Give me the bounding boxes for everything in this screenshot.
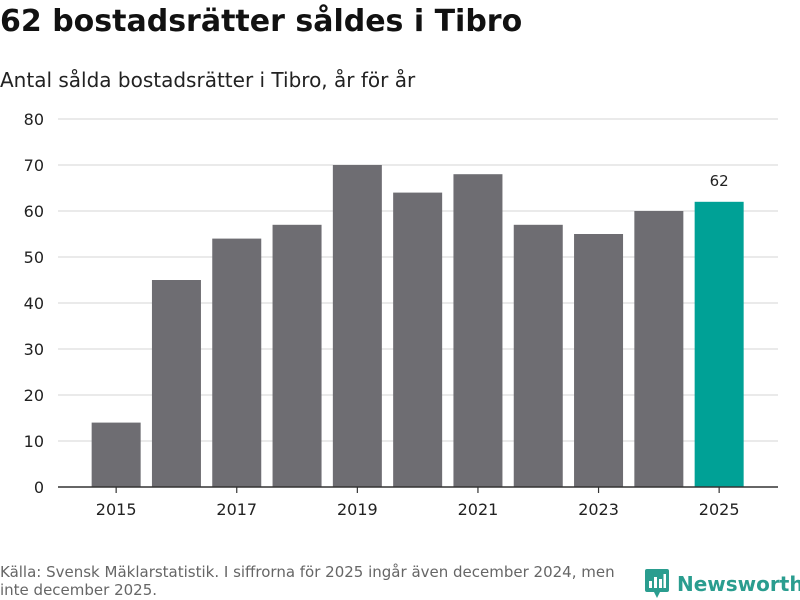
bar-2024 — [634, 211, 684, 487]
y-tick-label: 80 — [24, 110, 44, 129]
x-tick-label: 2017 — [216, 500, 257, 519]
bar-2015 — [91, 422, 141, 487]
bar-2022 — [513, 224, 563, 488]
brand-logo[interactable]: Newsworthy — [644, 568, 800, 600]
x-tick-label: 2025 — [699, 500, 740, 519]
data-label: 62 — [710, 172, 729, 190]
bar-2025 — [694, 201, 744, 488]
x-axis-ticks: 2015 2017 2019 2021 2023 2025 — [96, 487, 740, 519]
bars — [91, 165, 744, 488]
bar-2018 — [272, 224, 322, 488]
y-tick-label: 30 — [24, 340, 44, 359]
bar-2017 — [212, 238, 262, 487]
y-tick-label: 70 — [24, 156, 44, 175]
brand-name: Newsworthy — [677, 572, 800, 596]
x-tick-label: 2019 — [337, 500, 378, 519]
bar-2019 — [332, 165, 382, 487]
bar-2020 — [393, 192, 443, 487]
y-tick-label: 50 — [24, 248, 44, 267]
x-tick-label: 2021 — [458, 500, 499, 519]
bar-2023 — [574, 234, 624, 487]
y-tick-label: 0 — [34, 478, 44, 497]
bar-2016 — [151, 280, 201, 487]
chart-subtitle: Antal sålda bostadsrätter i Tibro, år fö… — [0, 68, 416, 92]
x-tick-label: 2015 — [96, 500, 137, 519]
source-note: Källa: Svensk Mäklarstatistik. I siffror… — [0, 563, 615, 599]
chart-title: 62 bostadsrätter såldes i Tibro — [0, 4, 523, 39]
y-tick-label: 10 — [24, 432, 44, 451]
bar-2021 — [453, 174, 503, 487]
y-tick-label: 40 — [24, 294, 44, 313]
y-axis-ticks: 0 10 20 30 40 50 60 70 80 — [24, 110, 44, 497]
y-tick-label: 60 — [24, 202, 44, 221]
y-tick-label: 20 — [24, 386, 44, 405]
newsworthy-logo-icon — [645, 569, 669, 598]
data-labels: 62 — [710, 172, 729, 190]
x-tick-label: 2023 — [578, 500, 619, 519]
